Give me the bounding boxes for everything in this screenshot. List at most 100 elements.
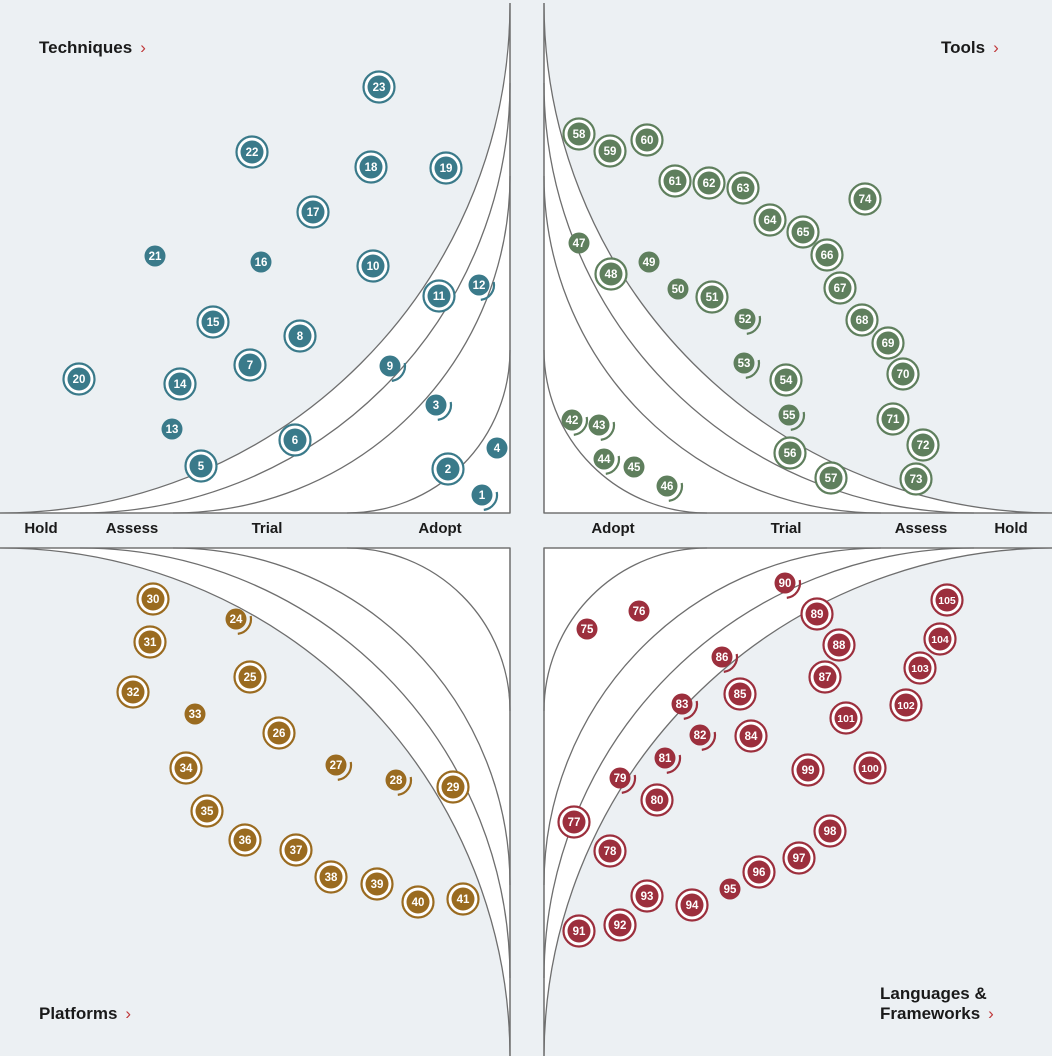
blip-17[interactable]: 17 [296, 195, 330, 229]
blip-35[interactable]: 35 [190, 794, 224, 828]
blip-90[interactable]: 90 [774, 572, 802, 599]
blip-7[interactable]: 7 [233, 348, 267, 382]
blip-40[interactable]: 40 [401, 885, 435, 919]
blip-2[interactable]: 2 [431, 452, 465, 486]
blip-21[interactable]: 21 [144, 245, 166, 267]
blip-82[interactable]: 82 [689, 724, 717, 751]
quadrant-title-tools[interactable]: Tools › [941, 38, 999, 58]
blip-85[interactable]: 85 [723, 677, 757, 711]
blip-22[interactable]: 22 [235, 135, 269, 169]
blip-19[interactable]: 19 [429, 151, 463, 185]
blip-14[interactable]: 14 [163, 367, 197, 401]
blip-52[interactable]: 52 [734, 308, 762, 335]
blip-53[interactable]: 53 [733, 352, 761, 379]
blip-70[interactable]: 70 [886, 357, 920, 391]
blip-34[interactable]: 34 [169, 751, 203, 785]
blip-49[interactable]: 49 [638, 251, 660, 273]
blip-12[interactable]: 12 [468, 274, 496, 301]
blip-32[interactable]: 32 [116, 675, 150, 709]
blip-33[interactable]: 33 [184, 703, 206, 725]
blip-25[interactable]: 25 [233, 660, 267, 694]
blip-24[interactable]: 24 [225, 608, 253, 635]
blip-30[interactable]: 30 [136, 582, 170, 616]
blip-11[interactable]: 11 [422, 279, 456, 313]
blip-62[interactable]: 62 [692, 166, 726, 200]
blip-71[interactable]: 71 [876, 402, 910, 436]
blip-104[interactable]: 104 [923, 622, 957, 656]
blip-87[interactable]: 87 [808, 660, 842, 694]
blip-44[interactable]: 44 [593, 448, 621, 475]
blip-26[interactable]: 26 [262, 716, 296, 750]
blip-23[interactable]: 23 [362, 70, 396, 104]
blip-66[interactable]: 66 [810, 238, 844, 272]
blip-64[interactable]: 64 [753, 203, 787, 237]
blip-59[interactable]: 59 [593, 134, 627, 168]
blip-18[interactable]: 18 [354, 150, 388, 184]
blip-78[interactable]: 78 [593, 834, 627, 868]
blip-37[interactable]: 37 [279, 833, 313, 867]
blip-4[interactable]: 4 [486, 437, 508, 459]
blip-103[interactable]: 103 [903, 651, 937, 685]
blip-95[interactable]: 95 [719, 878, 741, 900]
blip-96[interactable]: 96 [742, 855, 776, 889]
blip-81[interactable]: 81 [654, 747, 682, 774]
blip-74[interactable]: 74 [848, 182, 882, 216]
blip-50[interactable]: 50 [667, 278, 689, 300]
blip-45[interactable]: 45 [623, 456, 645, 478]
blip-9[interactable]: 9 [379, 355, 407, 382]
blip-84[interactable]: 84 [734, 719, 768, 753]
blip-31[interactable]: 31 [133, 625, 167, 659]
blip-10[interactable]: 10 [356, 249, 390, 283]
blip-102[interactable]: 102 [889, 688, 923, 722]
blip-15[interactable]: 15 [196, 305, 230, 339]
blip-92[interactable]: 92 [603, 908, 637, 942]
blip-13[interactable]: 13 [161, 418, 183, 440]
blip-38[interactable]: 38 [314, 860, 348, 894]
blip-42[interactable]: 42 [561, 409, 589, 436]
blip-43[interactable]: 43 [588, 414, 616, 441]
blip-65[interactable]: 65 [786, 215, 820, 249]
blip-88[interactable]: 88 [822, 628, 856, 662]
blip-1[interactable]: 1 [471, 484, 499, 511]
blip-105[interactable]: 105 [930, 583, 964, 617]
blip-100[interactable]: 100 [853, 751, 887, 785]
blip-83[interactable]: 83 [671, 693, 699, 720]
blip-57[interactable]: 57 [814, 461, 848, 495]
blip-28[interactable]: 28 [385, 769, 413, 796]
blip-86[interactable]: 86 [711, 646, 739, 673]
blip-93[interactable]: 93 [630, 879, 664, 913]
blip-55[interactable]: 55 [778, 404, 806, 431]
quadrant-title-languages-frameworks[interactable]: Languages & Frameworks › [880, 984, 994, 1024]
blip-77[interactable]: 77 [557, 805, 591, 839]
blip-5[interactable]: 5 [184, 449, 218, 483]
blip-80[interactable]: 80 [640, 783, 674, 817]
blip-36[interactable]: 36 [228, 823, 262, 857]
blip-51[interactable]: 51 [695, 280, 729, 314]
quadrant-title-platforms[interactable]: Platforms › [39, 1004, 131, 1024]
blip-54[interactable]: 54 [769, 363, 803, 397]
blip-68[interactable]: 68 [845, 303, 879, 337]
blip-73[interactable]: 73 [899, 462, 933, 496]
blip-75[interactable]: 75 [576, 618, 598, 640]
quadrant-title-techniques[interactable]: Techniques › [39, 38, 146, 58]
blip-8[interactable]: 8 [283, 319, 317, 353]
blip-98[interactable]: 98 [813, 814, 847, 848]
blip-97[interactable]: 97 [782, 841, 816, 875]
blip-67[interactable]: 67 [823, 271, 857, 305]
blip-3[interactable]: 3 [425, 394, 453, 421]
blip-76[interactable]: 76 [628, 600, 650, 622]
blip-60[interactable]: 60 [630, 123, 664, 157]
blip-72[interactable]: 72 [906, 428, 940, 462]
blip-20[interactable]: 20 [62, 362, 96, 396]
blip-101[interactable]: 101 [829, 701, 863, 735]
blip-79[interactable]: 79 [609, 767, 637, 794]
blip-89[interactable]: 89 [800, 597, 834, 631]
blip-69[interactable]: 69 [871, 326, 905, 360]
blip-91[interactable]: 91 [562, 914, 596, 948]
blip-94[interactable]: 94 [675, 888, 709, 922]
blip-61[interactable]: 61 [658, 164, 692, 198]
blip-99[interactable]: 99 [791, 753, 825, 787]
blip-39[interactable]: 39 [360, 867, 394, 901]
blip-46[interactable]: 46 [656, 475, 684, 502]
blip-47[interactable]: 47 [568, 232, 590, 254]
